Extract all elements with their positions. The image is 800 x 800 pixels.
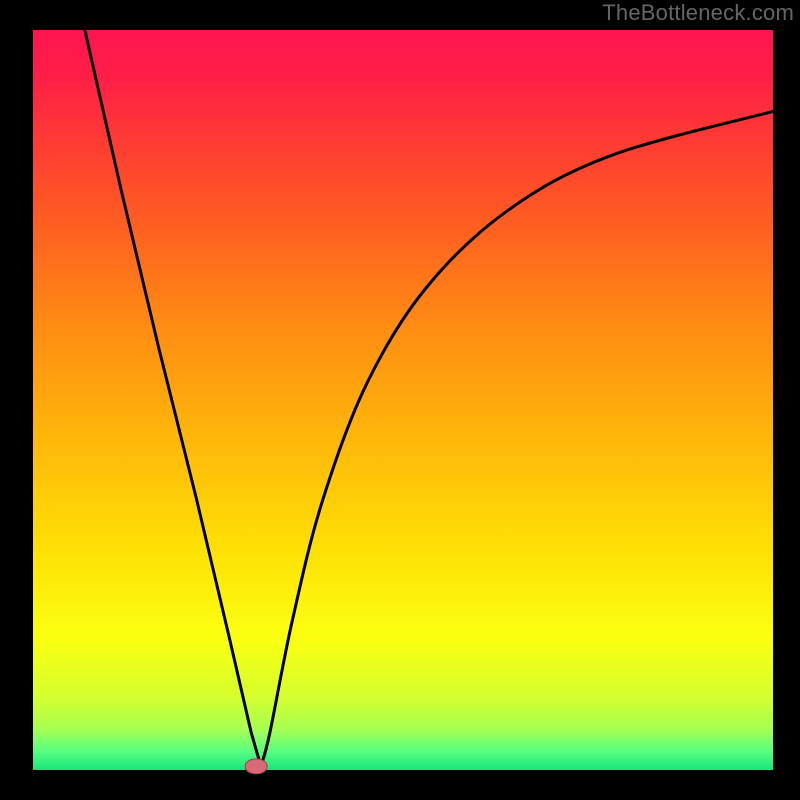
chart-frame: TheBottleneck.com [0, 0, 800, 800]
bottleneck-curve [33, 30, 773, 770]
plot-area [33, 30, 773, 770]
minimum-marker [245, 759, 268, 774]
watermark-text: TheBottleneck.com [602, 0, 794, 26]
